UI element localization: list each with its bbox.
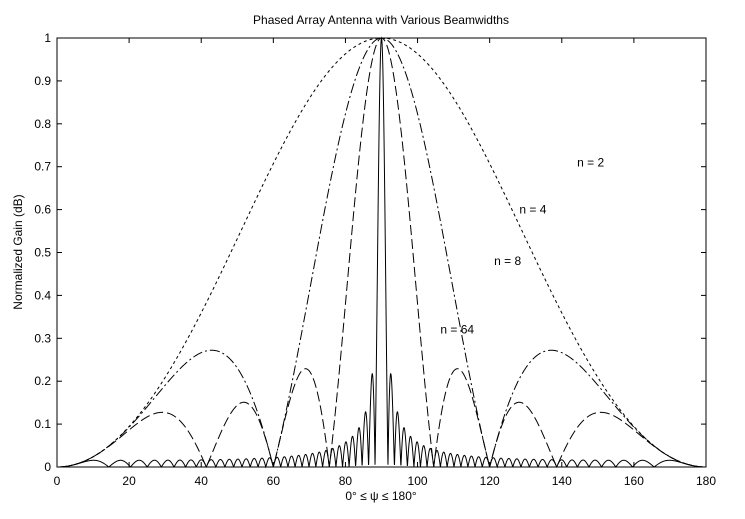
y-tick-label: 0.9 (34, 74, 51, 88)
y-tick-label: 0.5 (34, 246, 51, 260)
y-axis-label: Normalized Gain (dB) (11, 194, 25, 309)
x-tick-label: 20 (122, 474, 136, 488)
series-line-n4 (56, 37, 707, 468)
annotation-label: n = 8 (494, 254, 521, 268)
tick-layer: 0 20 40 60 80 100 120 140 160 180 0 0.1 0.2 0.3 0.4 0.5… (34, 31, 716, 488)
x-tick-label: 0 (54, 474, 61, 488)
series-layer (56, 36, 707, 469)
series-line-n8 (56, 37, 707, 468)
plot-area-border (56, 37, 707, 468)
x-tick-label: 140 (552, 474, 572, 488)
x-tick-label: 120 (480, 474, 500, 488)
y-tick-label: 0.8 (34, 117, 51, 131)
y-tick-label: 0.7 (34, 160, 51, 174)
annotation-layer: n = 2 n = 4 n = 8 n = 64 (440, 155, 604, 336)
y-tick-label: 0.2 (34, 374, 51, 388)
chart-title: Phased Array Antenna with Various Beamwi… (253, 13, 509, 27)
x-tick-label: 100 (408, 474, 428, 488)
y-tick-label: 0 (44, 460, 51, 474)
y-tick-label: 0.3 (34, 331, 51, 345)
series-line-n2 (56, 37, 707, 468)
x-tick-label: 80 (339, 474, 353, 488)
plot-frame (56, 37, 707, 468)
x-axis-label: 0° ≤ ψ ≤ 180° (345, 489, 417, 503)
y-tick-label: 0.1 (34, 417, 51, 431)
x-tick-label: 180 (696, 474, 716, 488)
x-tick-label: 40 (195, 474, 209, 488)
x-tick-label: 160 (624, 474, 644, 488)
annotation-label: n = 4 (519, 203, 546, 217)
annotation-label: n = 64 (440, 323, 474, 337)
y-tick-label: 0.6 (34, 203, 51, 217)
y-tick-label: 1 (44, 31, 51, 45)
y-tick-label: 0.4 (34, 288, 51, 302)
x-tick-label: 60 (267, 474, 281, 488)
annotation-label: n = 2 (577, 155, 604, 169)
series-line-n64 (57, 36, 706, 469)
